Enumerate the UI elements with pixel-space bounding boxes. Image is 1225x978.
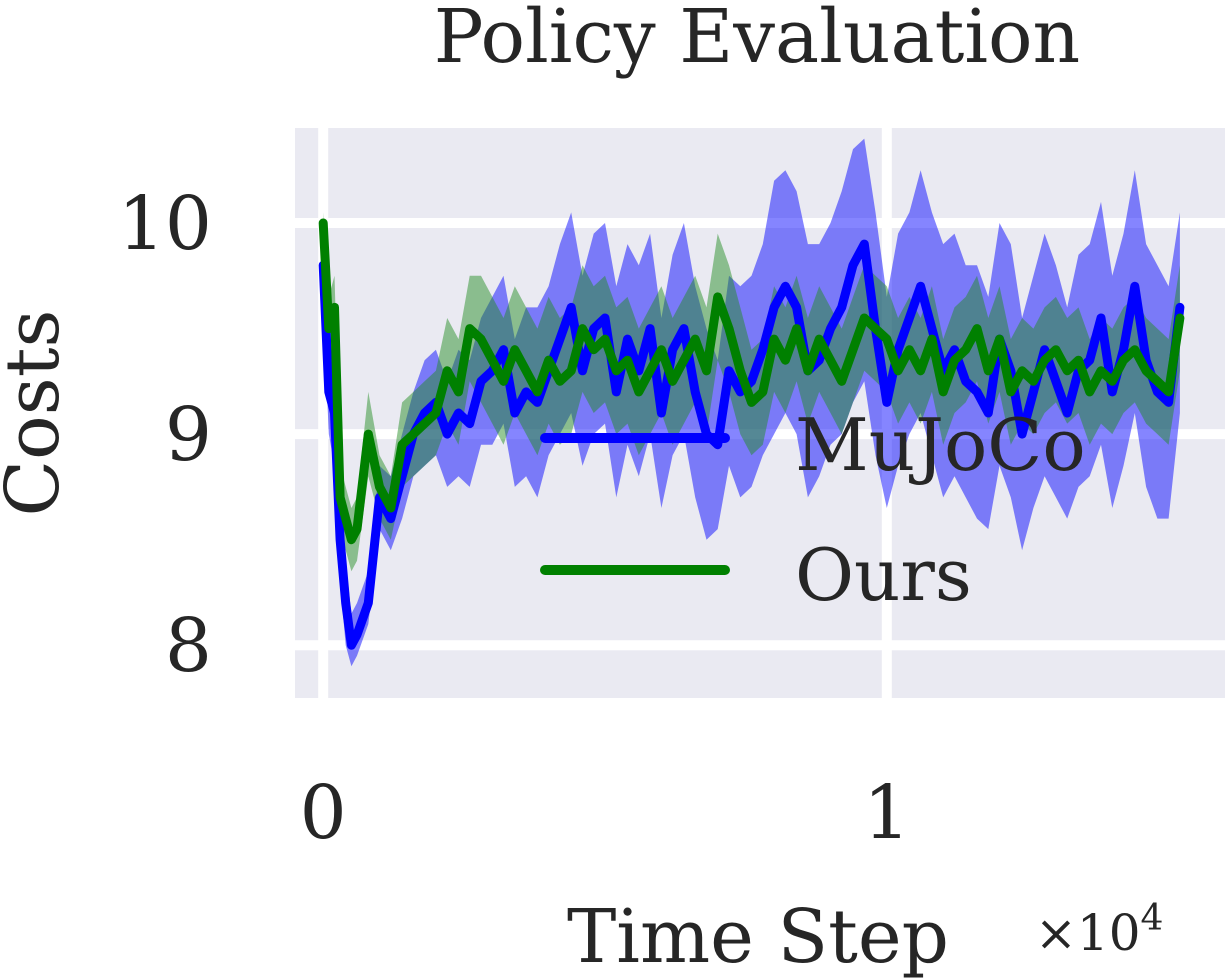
series-lines <box>318 218 1185 650</box>
legend: MuJoCo Ours <box>540 403 1086 617</box>
y-tick-label-8: 8 <box>165 603 212 689</box>
legend-label-ours: Ours <box>795 533 972 617</box>
line-ours <box>318 218 1185 545</box>
legend-label-mujoco: MuJoCo <box>795 403 1086 487</box>
y-axis-label: Costs <box>0 310 76 517</box>
x-axis-multiplier: ×104 <box>1035 898 1163 962</box>
x-axis-label: Time Step <box>567 894 949 978</box>
y-tick-label-10: 10 <box>118 181 212 267</box>
x-axis-multiplier-base: ×10 <box>1035 904 1141 962</box>
x-tick-label-0: 0 <box>300 770 347 856</box>
chart-title: Policy Evaluation <box>434 0 1080 80</box>
y-tick-label-9: 9 <box>165 392 212 478</box>
x-tick-label-1: 1 <box>863 770 910 856</box>
x-axis-multiplier-exponent: 4 <box>1141 898 1164 939</box>
tick-labels: 8 9 10 0 1 <box>118 181 911 856</box>
